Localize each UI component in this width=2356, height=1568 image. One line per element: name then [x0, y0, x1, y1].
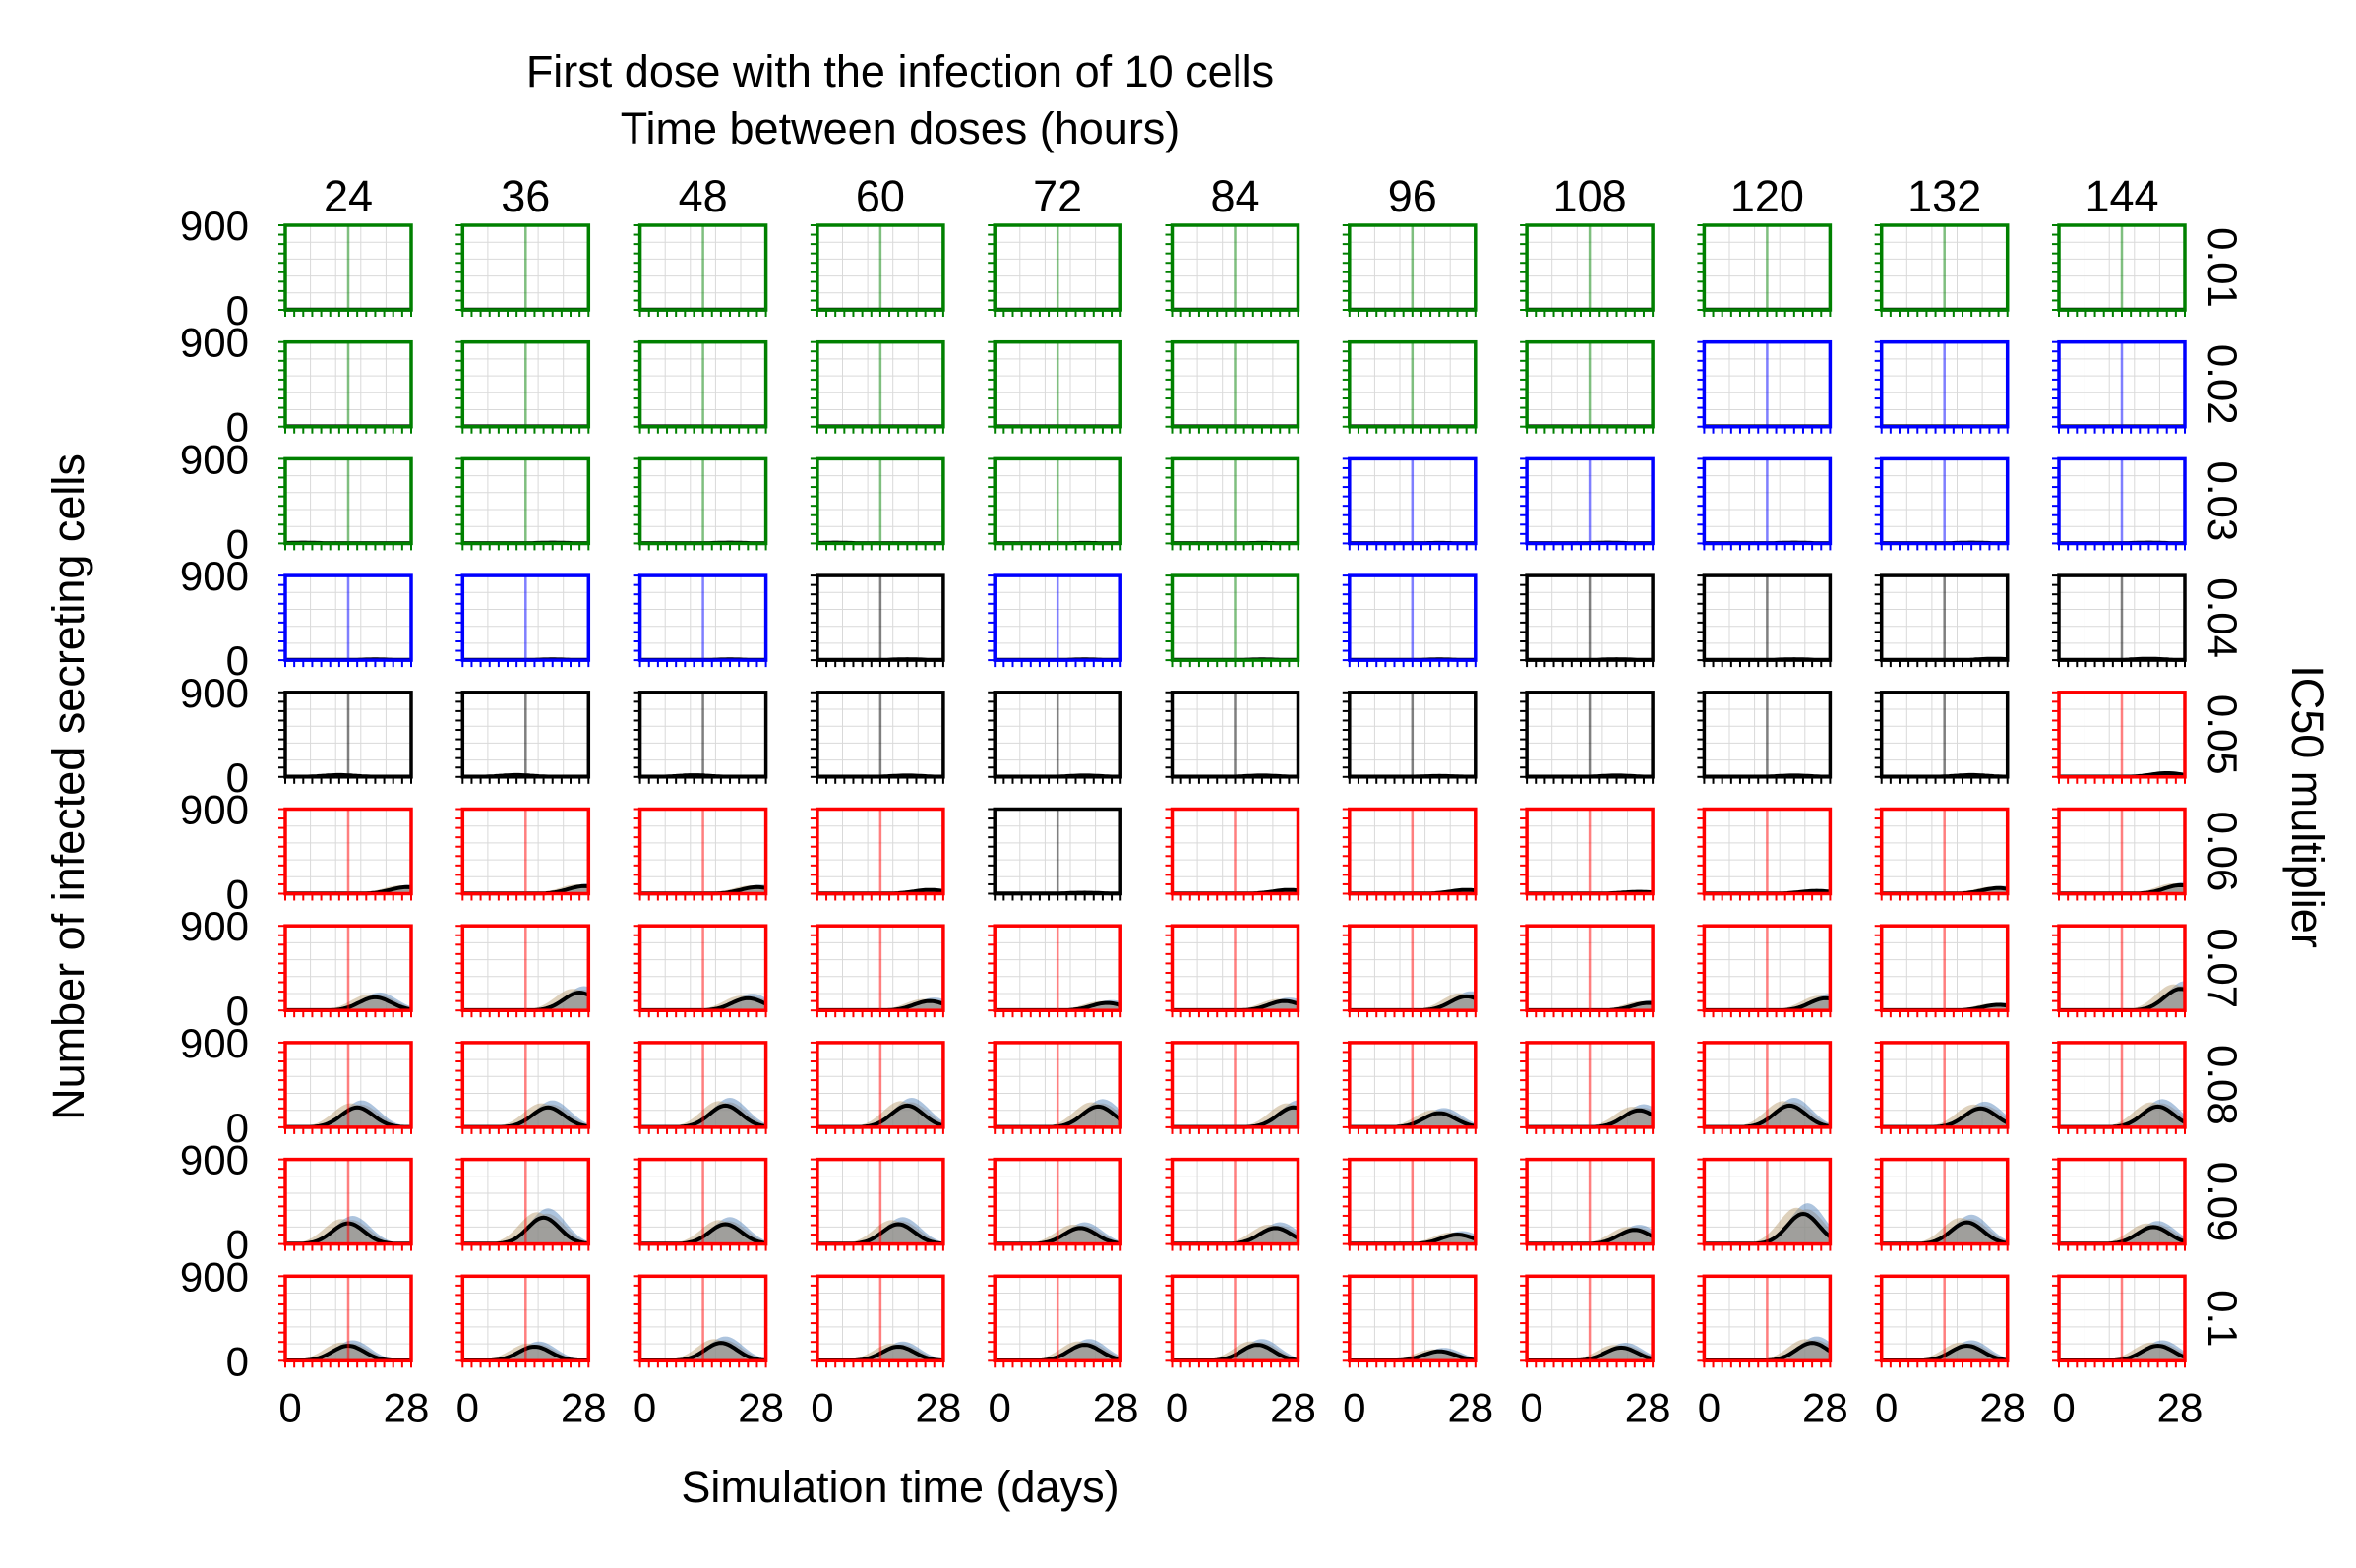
column-header: 48 — [679, 171, 728, 221]
column-header: 120 — [1730, 171, 1804, 221]
row-label: 0.1 — [2200, 1290, 2246, 1347]
y-tick-label-top: 900 — [180, 203, 249, 249]
y-tick-label-bottom: 0 — [226, 1338, 249, 1384]
x-tick-label-start: 0 — [1875, 1384, 1898, 1430]
x-tick-label-end: 28 — [1802, 1384, 1848, 1430]
row-label: 0.03 — [2200, 461, 2246, 542]
right-axis-label: IC50 multiplier — [2282, 665, 2332, 948]
column-header: 36 — [501, 171, 550, 221]
y-tick-label-top: 900 — [180, 903, 249, 949]
x-tick-label-end: 28 — [1093, 1384, 1139, 1430]
column-header: 60 — [856, 171, 905, 221]
y-tick-label-top: 900 — [180, 320, 249, 366]
x-tick-label-start: 0 — [1698, 1384, 1721, 1430]
row-label: 0.06 — [2200, 812, 2246, 892]
y-tick-label-top: 900 — [180, 436, 249, 482]
row-label: 0.07 — [2200, 928, 2246, 1008]
column-header: 72 — [1033, 171, 1082, 221]
x-tick-label-start: 0 — [1520, 1384, 1542, 1430]
column-header: 132 — [1907, 171, 1981, 221]
row-label: 0.05 — [2200, 694, 2246, 775]
row-label: 0.02 — [2200, 344, 2246, 425]
x-tick-label-start: 0 — [2052, 1384, 2075, 1430]
column-header: 144 — [2084, 171, 2158, 221]
column-header: 84 — [1210, 171, 1259, 221]
y-axis-label: Number of infected secreting cells — [43, 453, 93, 1120]
row-label: 0.01 — [2200, 227, 2246, 308]
x-tick-label-start: 0 — [1343, 1384, 1365, 1430]
column-header: 24 — [324, 171, 373, 221]
x-tick-label-end: 28 — [2157, 1384, 2204, 1430]
x-tick-label-end: 28 — [384, 1384, 430, 1430]
x-axis-label: Simulation time (days) — [681, 1462, 1118, 1512]
x-tick-label-end: 28 — [1979, 1384, 2025, 1430]
row-label: 0.04 — [2200, 577, 2246, 658]
x-tick-label-end: 28 — [738, 1384, 784, 1430]
y-tick-label-top: 900 — [180, 787, 249, 833]
y-tick-label-top: 900 — [180, 1020, 249, 1066]
column-header: 108 — [1553, 171, 1627, 221]
y-tick-label-top: 900 — [180, 1137, 249, 1183]
x-tick-label-start: 0 — [1166, 1384, 1188, 1430]
chart-subtitle: Time between doses (hours) — [621, 103, 1180, 153]
x-tick-label-start: 0 — [278, 1384, 301, 1430]
x-tick-label-end: 28 — [1625, 1384, 1671, 1430]
x-tick-label-start: 0 — [456, 1384, 479, 1430]
row-label: 0.08 — [2200, 1045, 2246, 1125]
x-tick-label-start: 0 — [634, 1384, 656, 1430]
row-label: 0.09 — [2200, 1162, 2246, 1242]
x-tick-label-start: 0 — [811, 1384, 833, 1430]
x-tick-label-end: 28 — [1270, 1384, 1316, 1430]
x-tick-label-end: 28 — [1447, 1384, 1493, 1430]
y-tick-label-top: 900 — [180, 670, 249, 716]
x-tick-label-end: 28 — [561, 1384, 607, 1430]
x-tick-label-end: 28 — [916, 1384, 962, 1430]
chart-title: First dose with the infection of 10 cell… — [526, 46, 1274, 96]
column-header: 96 — [1388, 171, 1437, 221]
y-tick-label-top: 900 — [180, 1253, 249, 1299]
y-tick-label-top: 900 — [180, 553, 249, 599]
x-tick-label-start: 0 — [989, 1384, 1011, 1430]
